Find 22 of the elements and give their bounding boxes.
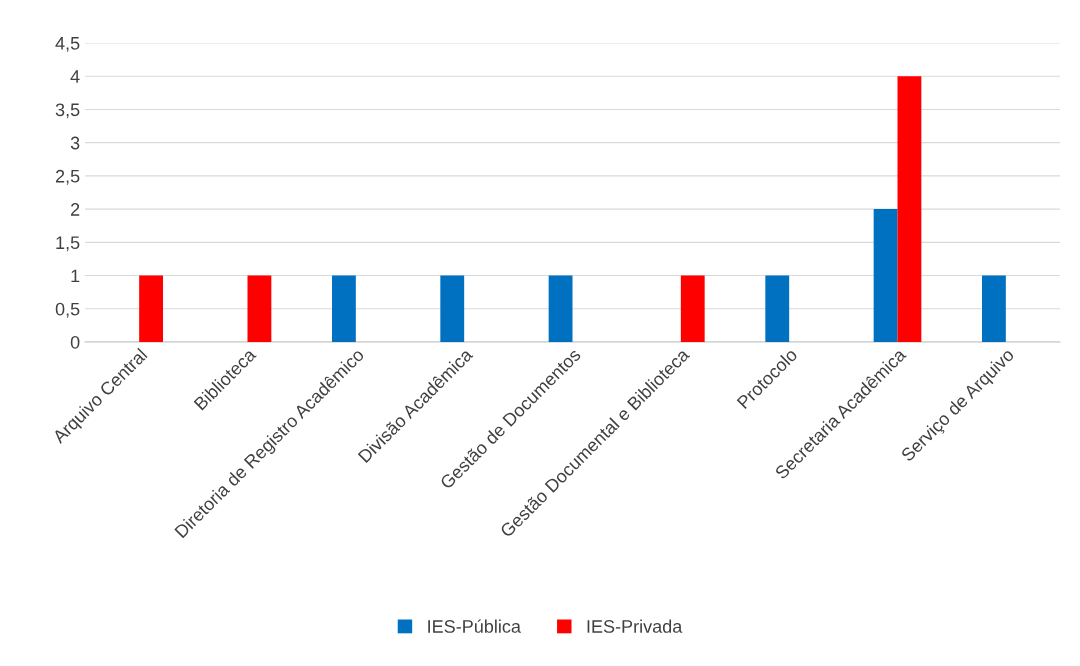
y-tick-label: 4,5 (55, 37, 80, 52)
y-tick-label: 3 (70, 136, 80, 150)
y-tick-label: 1 (71, 269, 80, 283)
bar (440, 275, 465, 342)
y-tick-label: 2 (71, 203, 80, 216)
bar (680, 275, 705, 342)
bar (332, 275, 356, 342)
legend-label: IES-Pública (428, 619, 521, 633)
y-tick-label: 4 (70, 70, 80, 83)
y-tick-label: 0 (70, 335, 80, 349)
y-tick-label: 2,5 (55, 169, 80, 185)
y-tick-label: 1,5 (56, 236, 80, 252)
bar (982, 275, 1006, 342)
bar (873, 209, 898, 342)
legend-label: IES-Privada (587, 619, 683, 633)
bar (897, 76, 922, 342)
y-tick-label: 0,5 (55, 302, 80, 318)
y-tick-label: 3,5 (55, 103, 80, 119)
bar (139, 275, 163, 342)
bar (548, 275, 573, 342)
bar (247, 275, 272, 342)
bar (765, 275, 790, 342)
